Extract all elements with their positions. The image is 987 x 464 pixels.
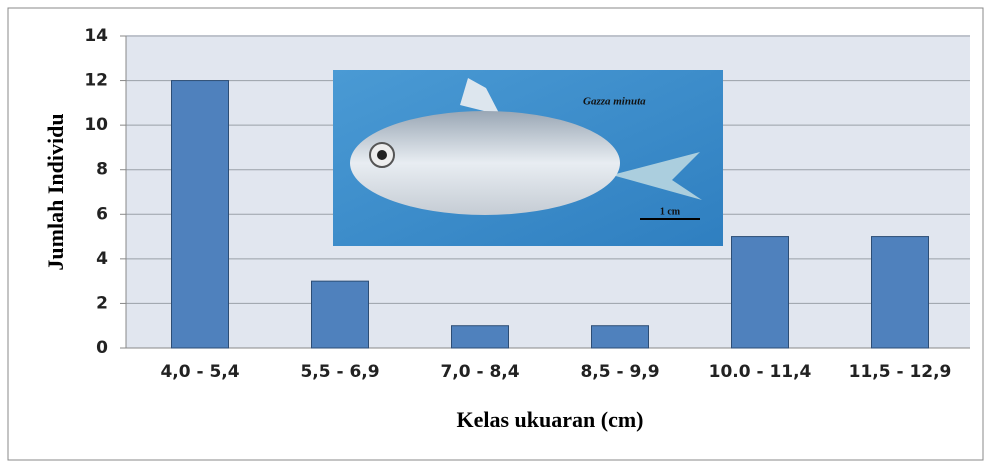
species-label: Gazza minuta [583, 96, 646, 108]
x-tick-label: 4,0 - 5,4 [160, 362, 239, 382]
x-tick-label: 5,5 - 6,9 [300, 362, 379, 382]
y-tick-label: 6 [96, 204, 108, 224]
fish-tail [612, 152, 702, 200]
y-tick-label: 2 [96, 293, 108, 313]
fish-pupil [377, 150, 387, 160]
fish-body [350, 111, 620, 215]
bar [311, 280, 369, 349]
fish-fin [460, 78, 500, 115]
x-tick-label: 10.0 - 11,4 [709, 362, 812, 382]
x-axis-title: Kelas ukuaran (cm) [457, 407, 644, 432]
x-tick-label: 11,5 - 12,9 [849, 362, 952, 382]
y-axis-title: Jumlah Individu [43, 113, 68, 270]
y-tick-label: 14 [84, 26, 108, 46]
y-tick-label: 8 [96, 160, 108, 180]
fish-photo: Gazza minuta 1 cm [333, 70, 723, 246]
y-tick-label: 12 [84, 71, 108, 91]
bar [451, 325, 509, 349]
bar [171, 80, 229, 349]
y-tick-label: 4 [96, 249, 108, 269]
bar [591, 325, 649, 349]
bar [871, 236, 929, 349]
x-tick-label: 8,5 - 9,9 [580, 362, 659, 382]
scale-label: 1 cm [660, 206, 681, 217]
bar [731, 236, 789, 349]
x-tick-label: 7,0 - 8,4 [440, 362, 519, 382]
y-tick-label: 10 [84, 115, 108, 135]
y-tick-label: 0 [96, 338, 108, 358]
